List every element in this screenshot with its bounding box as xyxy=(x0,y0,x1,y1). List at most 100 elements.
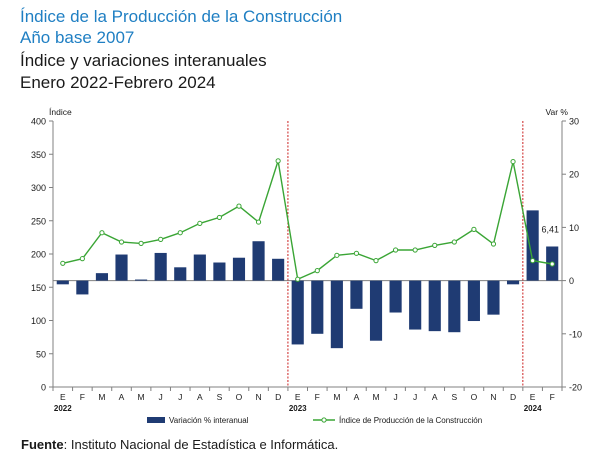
legend-bar-swatch xyxy=(147,417,165,423)
y-tick-label: 0 xyxy=(41,383,46,393)
variation-bar xyxy=(448,280,461,333)
y2-tick-label: -20 xyxy=(569,383,582,393)
variation-bar xyxy=(350,280,363,309)
x-tick-label: N xyxy=(490,392,496,402)
x-tick-label: O xyxy=(471,392,478,402)
x-year-label: 2024 xyxy=(524,404,542,413)
variation-bar xyxy=(154,252,167,281)
source-note: Fuente: Instituto Nacional de Estadístic… xyxy=(21,437,338,452)
x-tick-label: F xyxy=(80,392,85,402)
x-tick-label: N xyxy=(255,392,261,402)
x-tick-label: E xyxy=(60,392,66,402)
x-tick-label: J xyxy=(159,392,163,402)
variation-bar xyxy=(487,280,500,315)
variation-bar xyxy=(213,262,226,281)
variation-bar xyxy=(252,241,265,281)
variation-bar xyxy=(389,280,402,313)
y-tick-label: 50 xyxy=(36,349,46,359)
y2-tick-label: 20 xyxy=(569,170,579,180)
index-point xyxy=(197,220,203,227)
variation-bar xyxy=(272,258,285,281)
x-tick-label: D xyxy=(275,392,281,402)
index-point xyxy=(275,158,281,164)
index-line xyxy=(62,160,553,281)
variation-bar xyxy=(76,280,89,295)
index-point xyxy=(451,239,457,245)
x-year-label: 2023 xyxy=(289,404,307,413)
variation-bar xyxy=(115,254,128,281)
y2-tick-label: 30 xyxy=(569,117,579,127)
y-tick-label: 100 xyxy=(31,316,46,326)
index-point xyxy=(373,258,379,264)
x-tick-label: M xyxy=(333,392,340,402)
variation-bar xyxy=(135,279,148,281)
x-tick-label: M xyxy=(372,392,379,402)
index-point xyxy=(99,230,105,236)
chart-period: Enero 2022-Febrero 2024 xyxy=(20,73,216,92)
x-tick-label: J xyxy=(393,392,397,402)
index-point xyxy=(530,258,536,264)
index-point xyxy=(177,230,183,236)
y-tick-label: 150 xyxy=(31,283,46,293)
x-tick-label: A xyxy=(197,392,203,402)
index-point xyxy=(138,240,144,246)
index-point xyxy=(79,256,85,262)
y-tick-label: 350 xyxy=(31,150,46,160)
index-point xyxy=(60,260,66,266)
x-tick-label: F xyxy=(550,392,555,402)
chart-subtitle: Índice y variaciones interanuales xyxy=(20,51,267,70)
chart-title: Índice de la Producción de la Construcci… xyxy=(20,7,343,26)
index-point xyxy=(255,219,262,225)
variation-bar xyxy=(291,280,304,345)
legend-line-marker xyxy=(321,417,327,423)
index-point xyxy=(158,236,164,242)
legend-line-label: Índice de Producción de la Construcción xyxy=(339,416,482,425)
index-point xyxy=(490,241,497,247)
index-point xyxy=(236,203,242,209)
chart-base-year: Año base 2007 xyxy=(20,28,135,47)
x-tick-label: M xyxy=(138,392,145,402)
index-point xyxy=(432,242,438,248)
variation-bar xyxy=(369,280,383,341)
variation-bar xyxy=(95,273,109,281)
source-label: Fuente xyxy=(21,437,64,452)
x-tick-label: D xyxy=(510,392,516,402)
x-year-label: 2022 xyxy=(54,404,72,413)
y-tick-label: 400 xyxy=(31,117,46,127)
x-tick-label: A xyxy=(354,392,360,402)
x-tick-label: A xyxy=(119,392,125,402)
data-label: 6,41 xyxy=(541,224,559,234)
variation-bar xyxy=(428,280,441,332)
y2-axis-title: Var % xyxy=(545,107,568,117)
y-tick-label: 300 xyxy=(31,183,46,193)
index-point xyxy=(392,247,399,253)
index-point xyxy=(353,250,360,256)
index-point xyxy=(216,214,223,221)
variation-bar xyxy=(409,280,422,330)
variation-bar xyxy=(193,254,206,281)
index-point xyxy=(295,276,301,282)
x-tick-label: S xyxy=(451,392,457,402)
x-tick-label: J xyxy=(178,392,182,402)
index-point xyxy=(334,252,340,258)
variation-bar xyxy=(506,280,520,285)
variation-bar xyxy=(56,280,69,285)
y-tick-label: 250 xyxy=(31,216,46,226)
y-axis-title: Índice xyxy=(49,107,72,117)
x-tick-label: E xyxy=(295,392,301,402)
legend-bar-label: Variación % interanual xyxy=(169,416,249,425)
x-tick-label: M xyxy=(98,392,105,402)
x-tick-label: E xyxy=(530,392,536,402)
index-point xyxy=(510,158,516,165)
x-tick-label: O xyxy=(236,392,243,402)
variation-bar xyxy=(330,280,343,349)
index-point xyxy=(549,261,555,267)
y2-tick-label: -10 xyxy=(569,329,582,339)
index-point xyxy=(118,239,125,245)
variation-bar xyxy=(526,210,539,281)
x-tick-label: J xyxy=(413,392,417,402)
variation-bar xyxy=(311,280,324,334)
variation-bar xyxy=(467,280,480,322)
variation-bar xyxy=(174,267,187,281)
